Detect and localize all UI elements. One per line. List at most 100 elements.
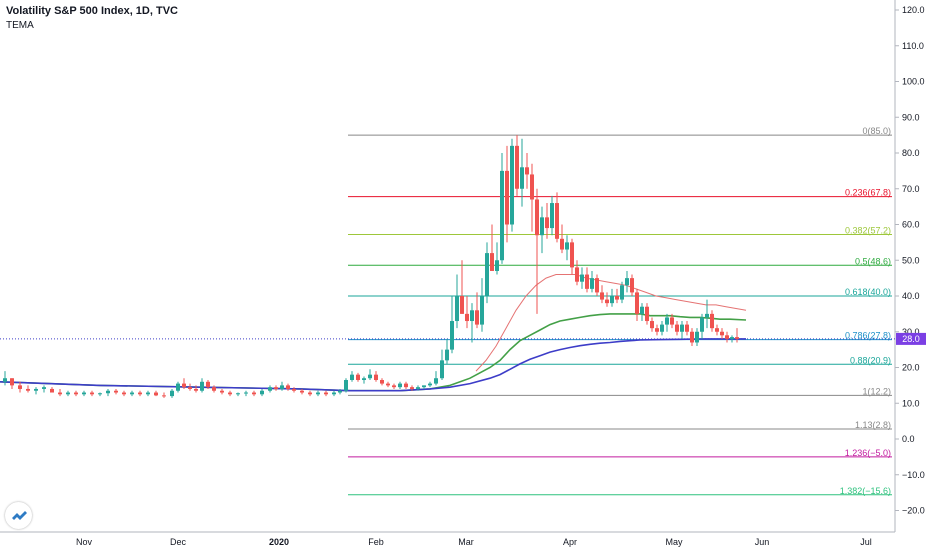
candle-body[interactable] <box>170 390 174 397</box>
candle-body[interactable] <box>550 203 554 229</box>
candle-body[interactable] <box>575 267 579 282</box>
candle-body[interactable] <box>660 324 664 332</box>
candle-body[interactable] <box>440 360 444 379</box>
candle-body[interactable] <box>82 392 86 395</box>
tema-line[interactable] <box>475 274 747 372</box>
candle-body[interactable] <box>162 395 166 397</box>
candle-body[interactable] <box>510 145 514 225</box>
candle-body[interactable] <box>720 331 724 336</box>
candle-body[interactable] <box>700 317 704 332</box>
candle-body[interactable] <box>450 321 454 350</box>
candle-body[interactable] <box>595 278 599 293</box>
candle-body[interactable] <box>545 217 549 229</box>
candle-body[interactable] <box>605 299 609 304</box>
candle-body[interactable] <box>705 313 709 318</box>
candle-body[interactable] <box>410 387 414 389</box>
candle-body[interactable] <box>725 335 729 339</box>
candle-body[interactable] <box>280 385 284 389</box>
candle-body[interactable] <box>680 324 684 332</box>
candle-body[interactable] <box>228 392 232 395</box>
candle-body[interactable] <box>206 381 210 388</box>
candle-body[interactable] <box>735 337 739 339</box>
candle-body[interactable] <box>398 383 402 388</box>
candle-body[interactable] <box>495 260 499 271</box>
candle-body[interactable] <box>404 383 408 388</box>
candle-body[interactable] <box>344 380 348 391</box>
candle-body[interactable] <box>106 390 110 394</box>
candle-body[interactable] <box>580 274 584 282</box>
candle-body[interactable] <box>74 392 78 395</box>
candle-body[interactable] <box>182 383 186 388</box>
candle-body[interactable] <box>675 324 679 332</box>
candle-body[interactable] <box>590 278 594 289</box>
candle-body[interactable] <box>715 328 719 332</box>
candle-body[interactable] <box>176 383 180 391</box>
candle-body[interactable] <box>615 296 619 300</box>
candle-body[interactable] <box>640 306 644 314</box>
candle-body[interactable] <box>130 392 134 395</box>
candle-body[interactable] <box>570 242 574 268</box>
candle-body[interactable] <box>465 313 469 322</box>
candle-body[interactable] <box>10 378 14 386</box>
candle-body[interactable] <box>665 317 669 325</box>
candle-body[interactable] <box>710 313 714 329</box>
candle-body[interactable] <box>324 392 328 395</box>
candle-body[interactable] <box>50 388 54 393</box>
candle-body[interactable] <box>356 374 360 381</box>
candle-body[interactable] <box>540 217 544 236</box>
candle-body[interactable] <box>392 385 396 388</box>
candle-body[interactable] <box>565 242 569 250</box>
candle-body[interactable] <box>685 324 689 332</box>
candle-body[interactable] <box>146 392 150 395</box>
candle-body[interactable] <box>18 385 22 389</box>
candle-body[interactable] <box>380 380 384 384</box>
candle-body[interactable] <box>434 378 438 384</box>
candle-body[interactable] <box>114 390 118 393</box>
candle-body[interactable] <box>535 199 539 236</box>
candle-body[interactable] <box>138 392 142 395</box>
candle-body[interactable] <box>362 378 366 381</box>
candle-body[interactable] <box>460 296 464 314</box>
candle-body[interactable] <box>530 174 534 200</box>
candle-body[interactable] <box>274 387 278 389</box>
candle-body[interactable] <box>690 331 694 343</box>
candle-body[interactable] <box>98 393 102 395</box>
candle-body[interactable] <box>260 390 264 395</box>
candle-body[interactable] <box>252 392 256 395</box>
candle-body[interactable] <box>525 167 529 175</box>
candle-body[interactable] <box>374 374 378 381</box>
candle-body[interactable] <box>515 145 519 189</box>
candle-body[interactable] <box>635 292 639 314</box>
candle-body[interactable] <box>455 296 459 322</box>
candle-body[interactable] <box>560 238 564 250</box>
candle-body[interactable] <box>154 392 158 396</box>
candle-body[interactable] <box>66 392 70 395</box>
candle-body[interactable] <box>695 331 699 343</box>
tema-line[interactable] <box>0 313 747 392</box>
candle-body[interactable] <box>645 306 649 322</box>
candle-body[interactable] <box>422 385 426 388</box>
candle-body[interactable] <box>428 383 432 386</box>
candle-body[interactable] <box>34 388 38 391</box>
candle-body[interactable] <box>485 253 489 296</box>
candle-body[interactable] <box>200 381 204 391</box>
candle-body[interactable] <box>610 296 614 304</box>
candle-body[interactable] <box>490 253 494 271</box>
candle-body[interactable] <box>236 393 240 395</box>
candle-body[interactable] <box>338 390 342 393</box>
candle-body[interactable] <box>244 392 248 394</box>
candle-body[interactable] <box>194 388 198 391</box>
candle-body[interactable] <box>625 278 629 286</box>
candle-body[interactable] <box>316 392 320 395</box>
candle-body[interactable] <box>600 292 604 300</box>
candle-body[interactable] <box>620 285 624 300</box>
candle-body[interactable] <box>3 378 7 382</box>
candle-body[interactable] <box>416 387 420 389</box>
candle-body[interactable] <box>505 170 509 225</box>
candle-body[interactable] <box>188 387 192 389</box>
candle-body[interactable] <box>470 310 474 322</box>
candle-body[interactable] <box>212 387 216 391</box>
candle-body[interactable] <box>220 390 224 393</box>
candle-body[interactable] <box>475 310 479 325</box>
candle-body[interactable] <box>630 278 634 293</box>
